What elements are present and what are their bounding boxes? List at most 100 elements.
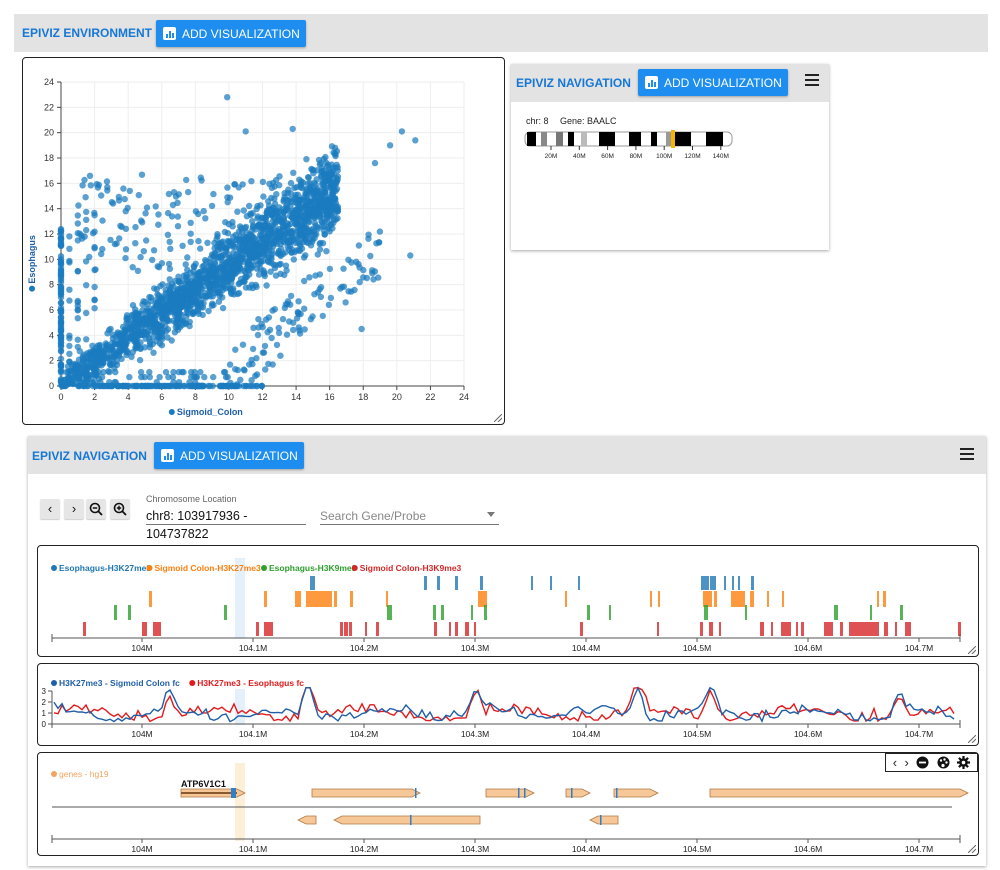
add-visualization-button-small[interactable]: ADD VISUALIZATION	[638, 69, 788, 96]
scatter-point	[265, 314, 273, 321]
previous-button[interactable]: ‹	[40, 499, 60, 519]
scatter-point	[261, 240, 268, 247]
chromosome-ideogram[interactable]: 20M 40M 60M 80M 100M 120M 140M	[523, 130, 743, 166]
resize-handle[interactable]	[968, 735, 976, 743]
y-tick-label: 2	[49, 356, 54, 366]
peak-bar	[709, 622, 713, 636]
scatter-point	[262, 366, 269, 373]
scatter-point	[121, 195, 128, 203]
scatter-point	[103, 178, 111, 185]
peak-bar	[650, 591, 652, 607]
scatter-point	[249, 238, 256, 246]
scatter-point	[386, 142, 394, 149]
scatter-point	[151, 328, 158, 336]
add-visualization-button-main[interactable]: ADD VISUALIZATION	[154, 442, 304, 469]
y-tick-label: 6	[49, 305, 54, 315]
scatter-point	[91, 305, 98, 312]
scatter-point	[152, 203, 159, 210]
bar-chart-icon	[645, 76, 658, 89]
scatter-point	[67, 367, 74, 374]
gene-search-input[interactable]: Search Gene/Probe	[320, 507, 499, 525]
settings-gear-icon[interactable]	[957, 756, 971, 769]
scatter-plot[interactable]: 0 2 4 6 8 10 12 14 16 18 20 22 240246810121416182022…	[23, 58, 504, 424]
legend-label: Sigmoid Colon-H3K27me3	[155, 563, 262, 573]
next-button[interactable]: ›	[64, 499, 84, 519]
scatter-point	[109, 200, 117, 207]
scatter-point	[260, 267, 267, 274]
scatter-point	[314, 289, 322, 296]
scatter-point	[355, 242, 363, 249]
scatter-point	[332, 187, 339, 194]
scatter-point	[237, 247, 244, 254]
scatter-point	[282, 196, 290, 203]
scatter-point	[191, 373, 198, 381]
resize-handle[interactable]	[494, 414, 502, 422]
peak-bar	[905, 622, 911, 636]
menu-icon[interactable]	[960, 448, 974, 460]
scatter-point	[74, 365, 82, 372]
x-tick-label: 16	[325, 392, 335, 402]
resize-handle[interactable]	[968, 646, 976, 654]
peaks-track-plot[interactable]: Esophagus-H3K27me3 Sigmoid Colon-H3K27me3…	[38, 546, 978, 656]
scatter-point	[115, 346, 123, 353]
scatter-point	[174, 213, 181, 220]
peaks-track[interactable]: Esophagus-H3K27me3 Sigmoid Colon-H3K27me3…	[37, 545, 979, 657]
scatter-point	[221, 228, 229, 236]
scatter-point	[290, 169, 297, 176]
scatter-point	[174, 223, 182, 230]
scatter-point	[224, 184, 231, 191]
scatter-point	[107, 236, 114, 244]
genes-track-plot[interactable]: genes - hg19 ATP6V1C1 104M 104.1M 104.2M 104.…	[38, 753, 978, 855]
genes-track[interactable]: genes - hg19 ATP6V1C1 104M 104.1M 104.2M 104.…	[37, 752, 979, 856]
ideogram-tick-label: 40M	[573, 153, 586, 160]
scatter-point	[314, 208, 321, 215]
scatter-point	[286, 318, 293, 325]
scatter-point	[333, 174, 340, 182]
color-palette-icon[interactable]	[937, 756, 950, 769]
scatter-point	[178, 296, 185, 303]
ideogram-band	[527, 132, 536, 146]
ideogram-tick-label: 100M	[656, 153, 672, 160]
scatter-point	[325, 301, 333, 308]
scatter-plot-panel: 0 2 4 6 8 10 12 14 16 18 20 22 24 0 2 4 6 8 10 12 14 16 18 20 22…	[22, 57, 505, 425]
scatter-point	[319, 219, 326, 226]
scatter-point	[124, 204, 131, 212]
zoom-in-icon[interactable]	[110, 499, 130, 519]
scatter-point	[290, 215, 298, 222]
location-field[interactable]: chr8: 103917936 - 104737822	[146, 507, 306, 541]
scatter-point	[168, 337, 175, 344]
scatter-point	[248, 178, 255, 185]
line-track[interactable]: H3K27me3 - Sigmoid Colon fc H3K27me3 - Es…	[37, 663, 979, 746]
remove-track-icon[interactable]	[916, 756, 929, 769]
axis-tick-label: 104.4M	[572, 844, 600, 854]
scatter-point	[373, 240, 380, 247]
scatter-point	[283, 267, 290, 274]
selection-highlight	[235, 689, 245, 725]
scatter-point	[112, 379, 119, 386]
x-tick-label: 18	[358, 392, 368, 402]
track-next-icon[interactable]: ›	[904, 755, 909, 770]
scatter-point	[117, 222, 124, 229]
line-track-plot[interactable]: H3K27me3 - Sigmoid Colon fc H3K27me3 - Es…	[38, 664, 978, 745]
add-visualization-button[interactable]: ADD VISUALIZATION	[156, 20, 306, 47]
scatter-point	[165, 373, 172, 381]
scatter-point	[66, 358, 73, 365]
zoom-out-icon[interactable]	[86, 499, 106, 519]
legend-label: H3K27me3 - Esophagus fc	[197, 678, 304, 688]
scatter-point	[57, 278, 65, 286]
scatter-point	[326, 265, 334, 273]
scatter-point	[111, 240, 119, 248]
scatter-point	[290, 256, 297, 263]
scatter-point	[137, 331, 145, 338]
ideogram-band	[599, 132, 615, 146]
scatter-point	[106, 379, 113, 386]
dropdown-arrow-icon[interactable]	[487, 512, 495, 517]
peak-bar	[870, 605, 872, 620]
menu-icon[interactable]	[805, 74, 819, 86]
track-previous-icon[interactable]: ‹	[892, 755, 898, 770]
navigation-main-header: EPIVIZ NAVIGATION ADD VISUALIZATION	[28, 436, 986, 474]
x-tick-label: 24	[459, 392, 469, 402]
scatter-point	[190, 288, 197, 295]
peak-bar	[424, 576, 427, 590]
resize-handle[interactable]	[968, 845, 976, 853]
